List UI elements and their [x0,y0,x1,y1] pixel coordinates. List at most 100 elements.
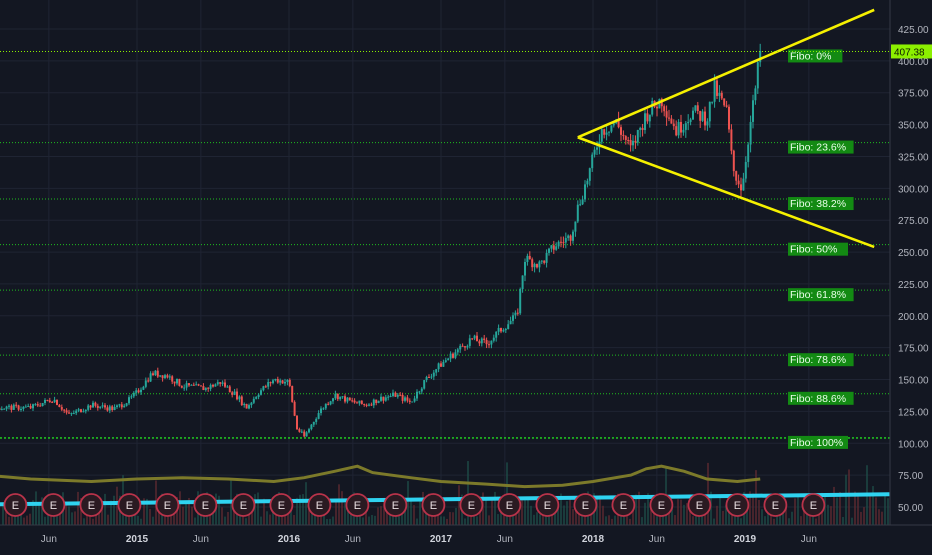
earnings-marker[interactable]: E [232,494,254,516]
candle-body [622,135,624,136]
candle-body [627,140,629,141]
candle-body [152,373,154,375]
earnings-marker[interactable]: E [308,494,330,516]
volume-bar [608,515,610,525]
volume-bar [419,499,421,525]
candle-body [634,141,636,143]
earnings-marker[interactable]: E [194,494,216,516]
earnings-marker[interactable]: E [346,494,368,516]
volume-bar [830,506,832,525]
volume-bar [674,515,676,525]
volume-bar [842,517,844,525]
earnings-marker[interactable]: E [460,494,482,516]
candle-body [450,354,452,359]
volume-bar [440,516,442,525]
candle-body [56,400,58,405]
volume-bar [875,497,877,525]
candle-body [373,400,375,406]
earnings-marker[interactable]: E [156,494,178,516]
volume-bar [77,492,79,525]
candle-body [217,382,219,384]
earnings-marker[interactable]: E [726,494,748,516]
volume-bar [194,518,196,525]
candle-body [411,401,413,402]
candle-body [464,346,466,347]
y-tick-label: 75.00 [898,471,923,482]
candle-body [13,405,15,410]
candle-body [642,128,644,130]
candle-body [219,382,221,384]
earnings-marker[interactable]: E [270,494,292,516]
candle-body [190,385,192,386]
earnings-marker[interactable]: E [118,494,140,516]
earnings-marker-label: E [278,500,285,512]
volume-bar [68,506,70,525]
earnings-marker[interactable]: E [802,494,824,516]
y-tick-label: 250.00 [898,248,929,259]
candle-body [279,380,281,382]
volume-bar [284,516,286,525]
earnings-marker[interactable]: E [574,494,596,516]
candle-body [699,111,701,121]
candle-body [428,377,430,378]
volume-bar [326,519,328,525]
volume-bar [104,494,106,525]
candle-body [704,112,706,126]
earnings-marker-label: E [126,500,133,512]
candle-body [740,184,742,190]
volume-bar [491,498,493,525]
volume-bar [179,491,181,525]
candle-body [128,397,130,403]
candle-body [123,406,125,408]
y-tick-label: 150.00 [898,376,929,387]
candle-body [538,262,540,268]
volume-bar [38,504,40,525]
candle-body [603,129,605,135]
candle-body [236,392,238,400]
candle-body [238,396,240,399]
candle-body [531,259,533,267]
volume-bar [722,511,724,525]
candle-body [205,388,207,390]
candle-body [68,413,70,414]
candle-body [577,205,579,222]
candle-body [471,338,473,339]
earnings-marker[interactable]: E [80,494,102,516]
volume-bar [602,506,604,525]
fibo-label: Fibo: 0% [790,50,831,62]
candle-body [608,132,610,133]
earnings-marker[interactable]: E [688,494,710,516]
volume-bar [863,507,865,525]
candle-body [735,171,737,181]
earnings-marker[interactable]: E [764,494,786,516]
fibo-label: Fibo: 100% [790,437,843,449]
y-tick-label: 225.00 [898,280,929,291]
earnings-marker[interactable]: E [384,494,406,516]
volume-bar [245,518,247,525]
x-tick-label: 2015 [126,534,149,545]
candle-body [498,328,500,332]
candle-body [745,162,747,179]
earnings-marker[interactable]: E [42,494,64,516]
candle-body [536,264,538,267]
earnings-marker[interactable]: E [536,494,558,516]
earnings-marker[interactable]: E [650,494,672,516]
candle-body [337,394,339,399]
volume-bar [878,509,880,525]
volume-bar [329,519,331,525]
earnings-marker[interactable]: E [612,494,634,516]
candle-body [452,354,454,358]
candle-body [656,107,658,109]
candle-body [637,130,639,143]
candle-body [25,407,27,408]
earnings-marker[interactable]: E [498,494,520,516]
volume-bar [338,484,340,525]
earnings-marker[interactable]: E [4,494,26,516]
candle-body [75,411,77,413]
candle-body [632,141,634,145]
volume-bar [884,493,886,525]
candle-body [73,413,75,414]
earnings-marker[interactable]: E [422,494,444,516]
candle-body [70,413,72,414]
